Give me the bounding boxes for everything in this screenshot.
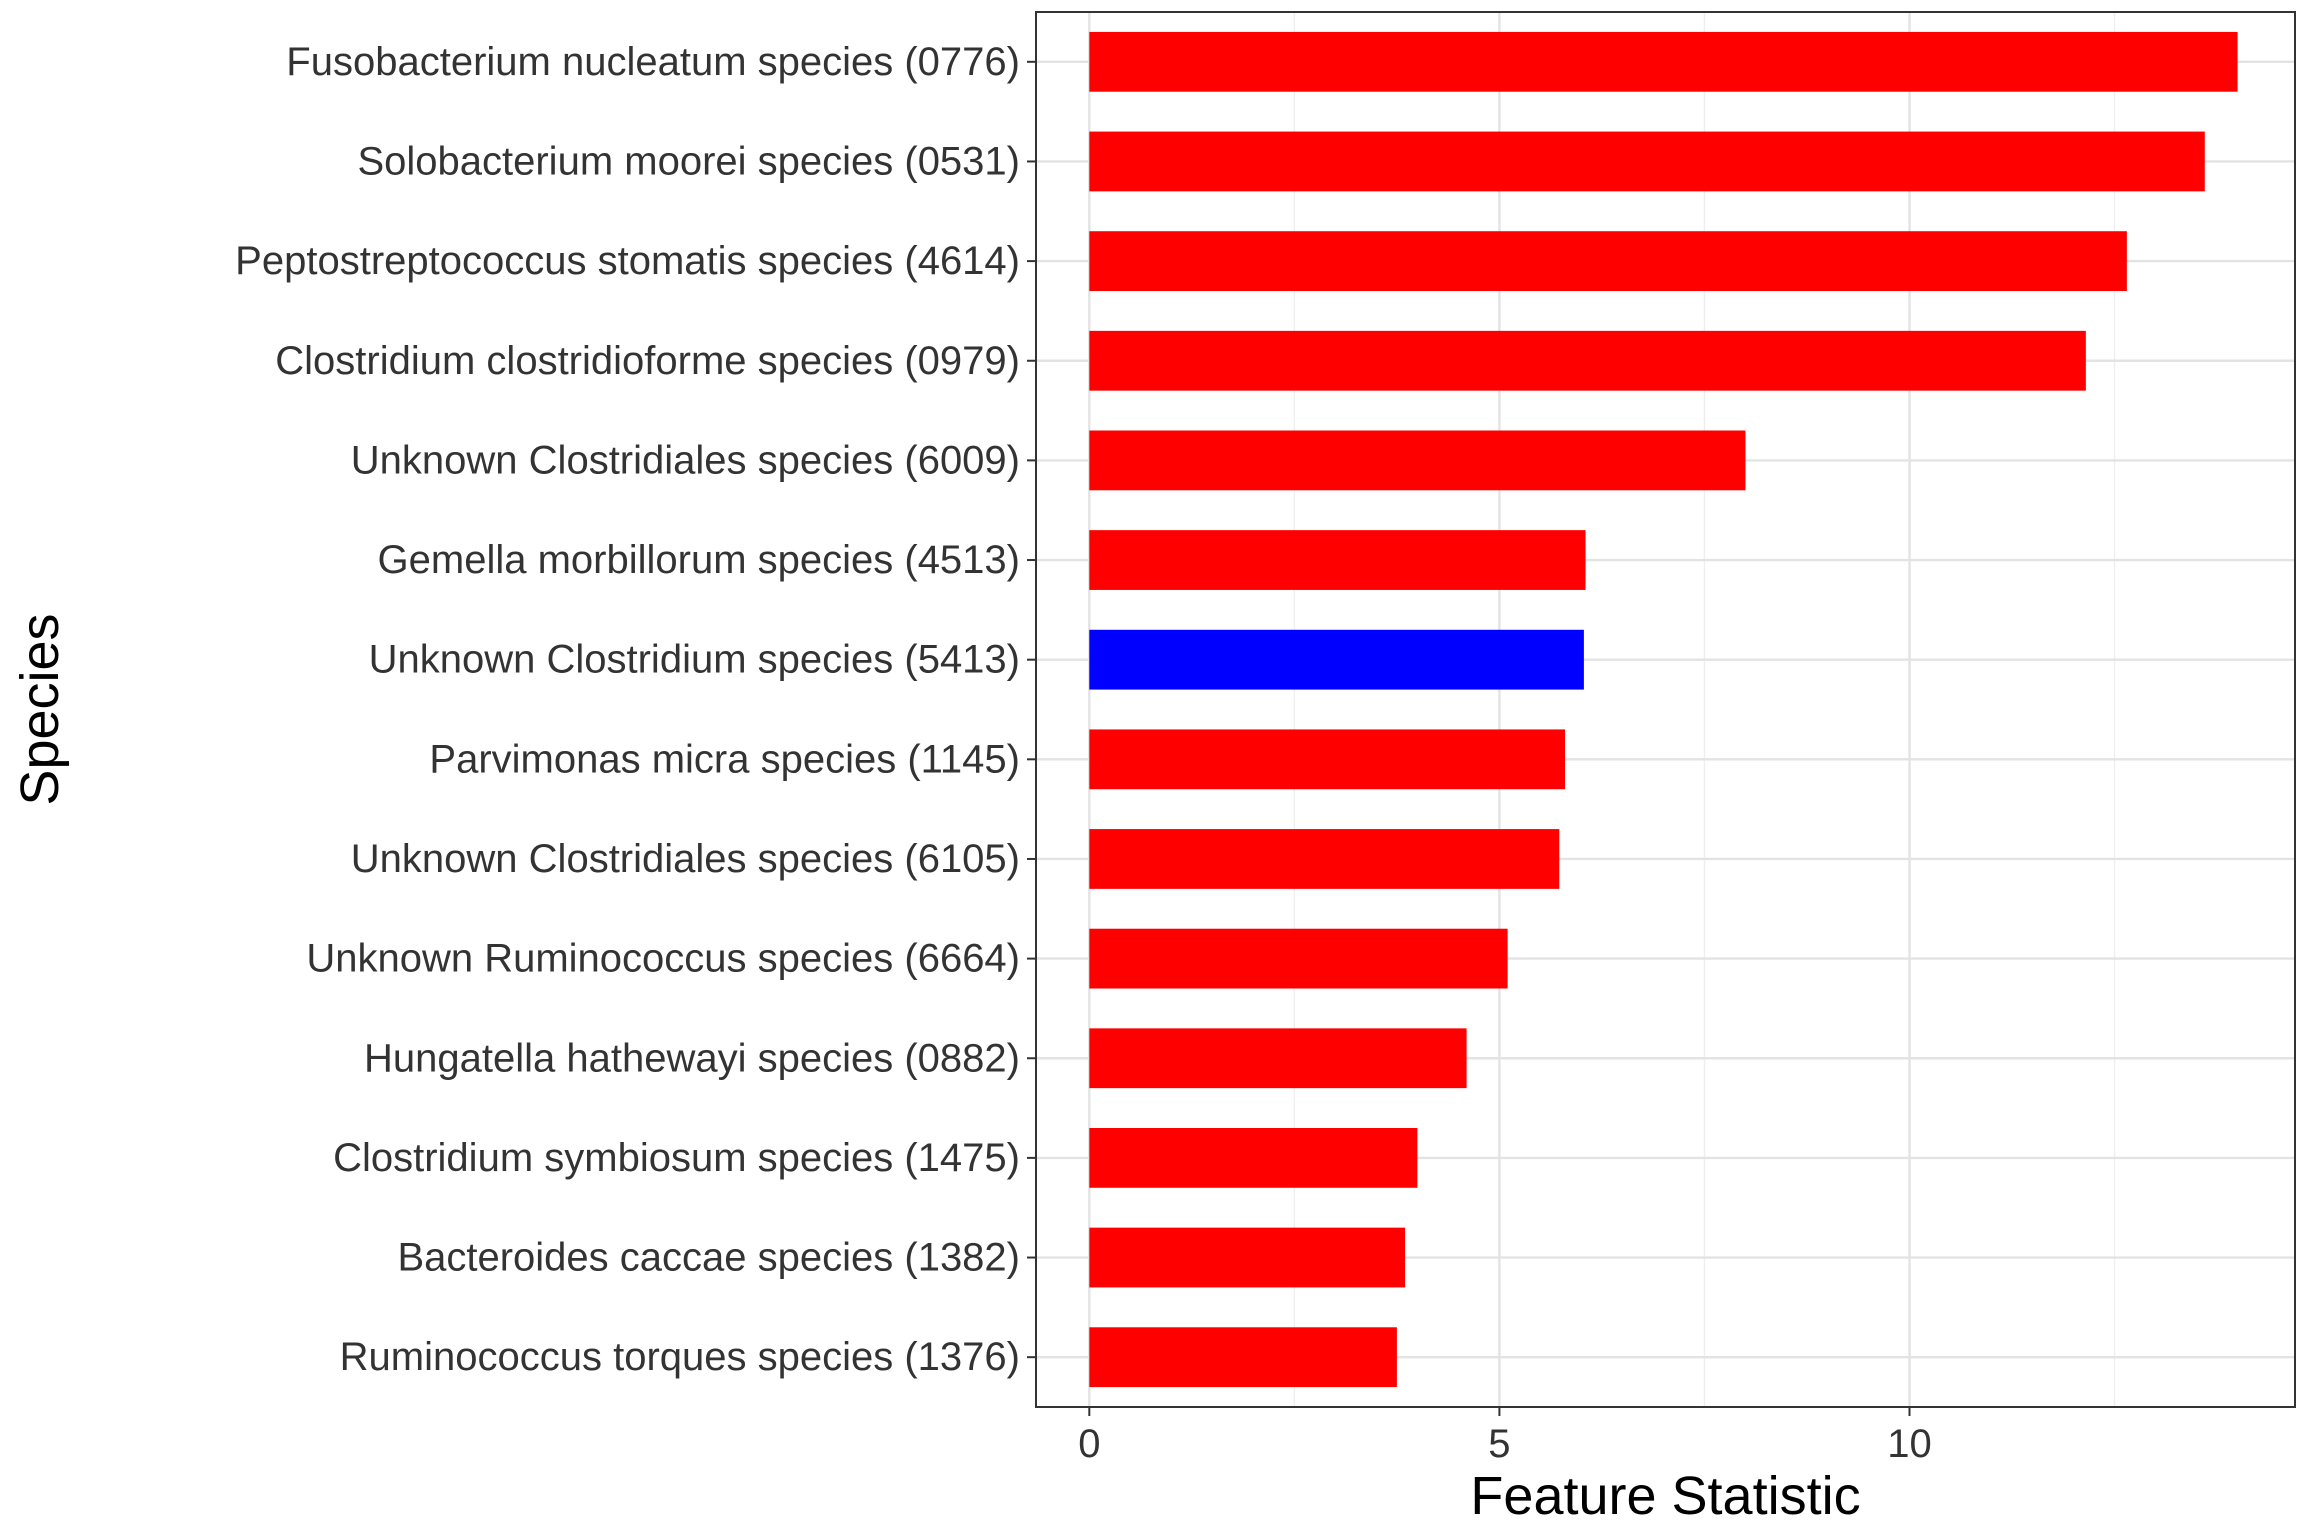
y-tick-label: Peptostreptococcus stomatis species (461… [235,239,1020,283]
grid [1036,12,2295,1407]
y-axis: Fusobacterium nucleatum species (0776) So… [235,40,1036,1379]
plot-panel-border [1035,11,2296,1408]
y-tick-label: Parvimonas micra species (1145) [429,737,1020,781]
bar [1089,430,1746,491]
bar [1089,829,1560,889]
y-axis-title: Species [10,613,70,805]
x-tick-label: 10 [1887,1422,1932,1466]
y-tick-label: Unknown Clostridiales species (6105) [351,837,1020,881]
bar [1089,1227,1406,1288]
y-tick-label: Unknown Clostridiales species (6009) [351,438,1020,482]
y-tick-label: Clostridium clostridioforme species (097… [275,339,1020,383]
bar [1089,530,1586,590]
y-tick-label: Ruminococcus torques species (1376) [340,1335,1020,1379]
bar [1089,928,1508,989]
bars [1089,31,2238,1388]
y-tick-label: Unknown Clostridium species (5413) [369,638,1020,682]
x-axis: 0 5 10 [1078,1407,1932,1466]
bar [1089,231,2127,291]
bar [1089,1327,1397,1388]
y-tick-label: Gemella morbillorum species (4513) [378,538,1020,582]
bar [1089,1128,1418,1188]
bar [1089,629,1584,690]
y-tick-label: Clostridium symbiosum species (1475) [333,1136,1020,1180]
x-tick-label: 5 [1488,1422,1510,1466]
y-tick-label: Solobacterium moorei species (0531) [357,139,1020,183]
x-tick-label: 0 [1078,1422,1100,1466]
bar [1089,131,2205,192]
y-tick-label: Fusobacterium nucleatum species (0776) [286,40,1020,84]
y-tick-label: Bacteroides caccae species (1382) [397,1236,1020,1280]
bar [1089,31,2238,92]
x-axis-title: Feature Statistic [1470,1466,1860,1526]
y-tick-label: Unknown Ruminococcus species (6664) [306,937,1020,981]
bar [1089,1028,1467,1089]
bar [1089,729,1566,790]
bar [1089,330,2086,391]
y-tick-label: Hungatella hathewayi species (0882) [364,1036,1020,1080]
